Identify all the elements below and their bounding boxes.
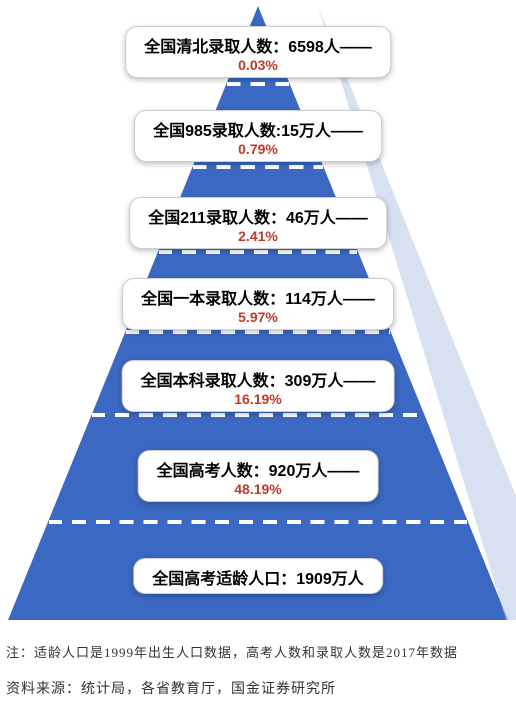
pyramid-divider bbox=[227, 82, 289, 86]
tier-main-text: 全国211录取人数：46万人—— bbox=[148, 204, 368, 228]
tier-label: 全国清北录取人数：6598人——0.03% bbox=[125, 26, 391, 78]
tier-main-text: 全国高考人数：920万人—— bbox=[157, 457, 360, 481]
tier-percent: 5.97% bbox=[141, 309, 375, 325]
pyramid-container: 全国清北录取人数：6598人——0.03% 全国985录取人数:15万人——0.7… bbox=[0, 0, 516, 630]
tier-main-text: 全国985录取人数:15万人—— bbox=[153, 117, 363, 141]
footnote: 注：适龄人口是1999年出生人口数据，高考人数和录取人数是2017年数据 bbox=[6, 642, 458, 661]
tier-main-text: 全国高考适龄人口：1909万人 bbox=[152, 565, 364, 589]
tier-label: 全国高考适龄人口：1909万人 bbox=[133, 558, 383, 594]
tier-percent: 0.79% bbox=[153, 141, 363, 157]
source-line: 资料来源：统计局，各省教育厅，国金证券研究所 bbox=[6, 678, 336, 698]
tier-percent: 0.03% bbox=[144, 57, 372, 73]
tier-percent: 48.19% bbox=[157, 481, 360, 497]
pyramid-divider bbox=[193, 165, 322, 169]
pyramid-divider bbox=[92, 413, 423, 417]
tier-label: 全国985录取人数:15万人——0.79% bbox=[134, 110, 382, 162]
tier-label: 全国211录取人数：46万人——2.41% bbox=[129, 197, 387, 249]
tier-label: 全国本科录取人数：309万人——16.19% bbox=[122, 360, 395, 412]
tier-percent: 16.19% bbox=[141, 391, 376, 407]
tier-main-text: 全国本科录取人数：309万人—— bbox=[141, 367, 376, 391]
tier-main-text: 全国一本录取人数：114万人—— bbox=[141, 285, 375, 309]
pyramid-divider bbox=[49, 520, 468, 524]
tier-main-text: 全国清北录取人数：6598人—— bbox=[144, 33, 372, 57]
tier-label: 全国高考人数：920万人——48.19% bbox=[138, 450, 379, 502]
pyramid-divider bbox=[159, 250, 358, 254]
tier-percent: 2.41% bbox=[148, 228, 368, 244]
tier-label: 全国一本录取人数：114万人——5.97% bbox=[122, 278, 394, 330]
pyramid-divider bbox=[126, 330, 390, 334]
